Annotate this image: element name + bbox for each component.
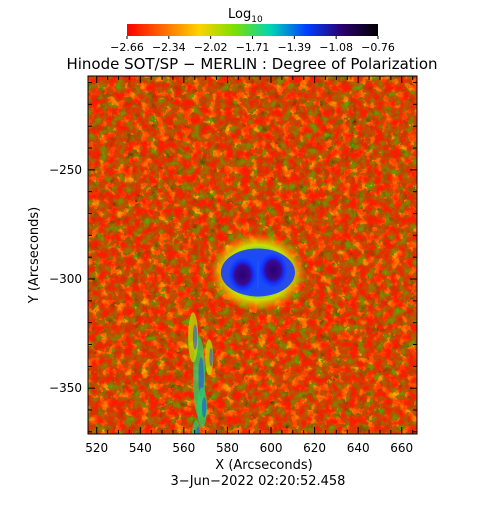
umbra-east <box>259 252 288 288</box>
x-tick-label: 540 <box>129 441 152 455</box>
plage-core <box>209 348 213 367</box>
colorbar-tick-label: −2.66 <box>110 41 144 54</box>
colorbar-ticks: −2.66 −2.34 −2.02 −1.71 −1.39 −1.08 −0.76 <box>110 36 395 54</box>
plot-frame <box>87 75 418 435</box>
y-axis-ticks: −250 −300 −350 <box>49 82 417 433</box>
heatmap-features <box>188 233 306 434</box>
x-tick-label: 600 <box>260 441 283 455</box>
colorbar-tick-label: −2.02 <box>194 41 228 54</box>
plage-core <box>196 426 200 434</box>
colorbar-swatch <box>127 24 378 36</box>
chart-title: Hinode SOT/SP − MERLIN : Degree of Polar… <box>66 55 437 73</box>
x-axis-label: X (Arcseconds) <box>215 458 312 473</box>
y-tick-label: −350 <box>49 381 82 395</box>
x-axis-ticks: 520 540 560 580 600 620 640 660 <box>85 76 413 455</box>
colorbar-tick-label: −1.08 <box>319 41 353 54</box>
heatmap-plot <box>88 76 417 434</box>
x-tick-label: 620 <box>303 441 326 455</box>
x-tick-label: 660 <box>390 441 413 455</box>
colorbar-label: Log10 <box>228 7 263 25</box>
x-tick-label: 580 <box>216 441 239 455</box>
y-tick-label: −250 <box>49 163 82 177</box>
colorbar-tick-label: −1.71 <box>236 41 270 54</box>
timestamp: 3−Jun−2022 02:20:52.458 <box>171 474 346 489</box>
colorbar-tick-label: −0.76 <box>361 41 395 54</box>
umbra-west <box>228 257 257 293</box>
plage-core <box>198 357 204 398</box>
x-tick-label: 520 <box>85 441 108 455</box>
colorbar-tick-label: −2.34 <box>152 41 186 54</box>
plage-core <box>192 324 198 350</box>
x-tick-label: 640 <box>347 441 370 455</box>
y-tick-label: −300 <box>49 272 82 286</box>
plage-core <box>201 397 207 418</box>
colorbar-label-subscript: 10 <box>251 15 263 25</box>
colorbar: Log10 −2.66 −2.34 −2.02 −1.71 −1.39 −1.08 −0.7… <box>110 7 395 54</box>
colorbar-label-text: Log <box>228 7 251 22</box>
colorbar-tick-label: −1.39 <box>277 41 311 54</box>
x-tick-label: 560 <box>172 441 195 455</box>
y-axis-label: Y (Arcseconds) <box>27 207 42 304</box>
